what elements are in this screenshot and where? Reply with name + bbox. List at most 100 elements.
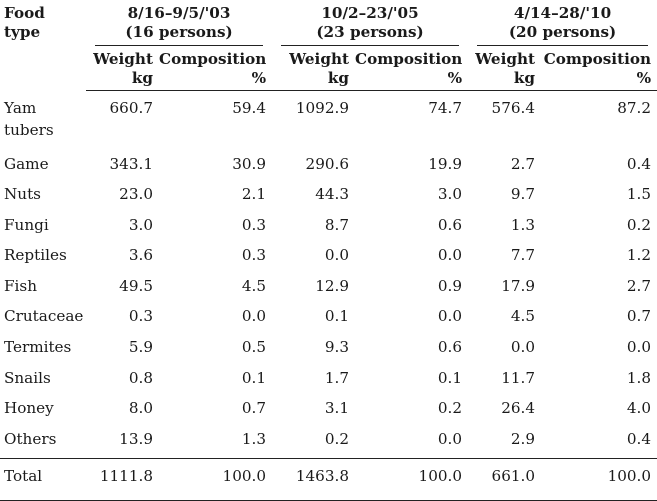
composition-cell: 0.6 — [437, 338, 463, 357]
composition-cell: 19.9 — [428, 154, 463, 173]
weight-cell: 3.1 — [324, 399, 350, 418]
weight-cell: 26.4 — [501, 399, 536, 418]
composition-cell: 0.3 — [241, 215, 267, 234]
composition-cell: 3.0 — [437, 185, 463, 204]
weight-cell: 0.0 — [324, 246, 350, 265]
table-row: Game 343.1 30.9 290.6 19.9 2.7 0.4 — [0, 153, 657, 184]
weight-cell: 2.9 — [510, 429, 536, 448]
period-persons: (23 persons) — [316, 23, 424, 41]
composition-cell: 0.6 — [437, 215, 463, 234]
weight-cell: 290.6 — [305, 154, 350, 173]
food-name-cell: Termites — [4, 338, 72, 357]
weight-cell: 3.0 — [128, 215, 153, 234]
weight-cell: 1463.8 — [272, 458, 353, 501]
food-name-cell: Others — [4, 429, 57, 448]
period-header-2003: 8/16–9/5/'03 (16 persons) — [86, 0, 272, 46]
period-dates: 4/14–28/'10 — [513, 4, 612, 22]
weight-cell: 7.7 — [510, 246, 536, 265]
weight-cell: 0.3 — [128, 307, 153, 326]
food-name-cell: Game — [4, 154, 49, 173]
table-row: Yam tubers 660.7 59.4 1092.9 74.7 576.4 87.2 — [0, 91, 657, 153]
period-header-row: Food type 8/16–9/5/'03 (16 persons) 10/2–… — [0, 0, 657, 46]
composition-cell: 1.2 — [626, 246, 652, 265]
weight-cell: 1111.8 — [86, 458, 156, 501]
food-name-cell: Snails — [4, 368, 51, 387]
period-persons: (20 persons) — [508, 23, 617, 41]
food-name-cell: Total — [0, 458, 86, 501]
table-row: Fungi 3.0 0.3 8.7 0.6 1.3 0.2 — [0, 214, 657, 245]
period-dates: 10/2–23/'05 — [321, 4, 419, 22]
weight-cell: 2.7 — [510, 154, 536, 173]
composition-cell: 0.0 — [437, 307, 463, 326]
period-persons: (16 persons) — [125, 23, 233, 41]
composition-cell: 0.0 — [437, 429, 463, 448]
composition-header: Composition% — [352, 46, 469, 91]
table-row: Reptiles 3.6 0.3 0.0 0.0 7.7 1.2 — [0, 244, 657, 275]
food-name-cell: Honey — [4, 399, 54, 418]
table-row: Crutaceae 0.3 0.0 0.1 0.0 4.5 0.7 — [0, 305, 657, 336]
composition-cell: 74.7 — [428, 99, 463, 117]
weight-cell: 0.1 — [324, 307, 350, 326]
weight-header: Weight kg — [272, 46, 353, 91]
composition-cell: 0.4 — [626, 429, 652, 448]
food-type-header: Food type — [4, 4, 45, 41]
composition-cell: 0.9 — [437, 276, 463, 295]
weight-cell: 4.5 — [510, 307, 536, 326]
composition-cell: 1.5 — [626, 185, 652, 204]
weight-cell: 661.0 — [468, 458, 539, 501]
weight-header: Weight kg — [468, 46, 539, 91]
composition-header: Composition% — [156, 46, 273, 91]
weight-cell: 13.9 — [119, 429, 153, 448]
table-row: Termites 5.9 0.5 9.3 0.6 0.0 0.0 — [0, 336, 657, 367]
weight-cell: 8.0 — [128, 399, 153, 418]
food-name-cell: Nuts — [4, 185, 41, 204]
composition-cell: 100.0 — [538, 458, 657, 501]
weight-cell: 12.9 — [315, 276, 350, 295]
weight-cell: 9.7 — [510, 185, 536, 204]
composition-cell: 0.2 — [437, 399, 463, 418]
composition-cell: 4.5 — [241, 276, 267, 295]
composition-cell: 0.7 — [626, 307, 652, 326]
composition-cell: 2.1 — [241, 185, 267, 204]
weight-cell: 1.3 — [510, 215, 536, 234]
composition-cell: 0.5 — [241, 338, 267, 357]
food-name-cell: Fish — [4, 276, 37, 295]
composition-cell: 0.0 — [626, 338, 652, 357]
composition-cell: 59.4 — [232, 99, 267, 117]
table-row: Nuts 23.0 2.1 44.3 3.0 9.7 1.5 — [0, 183, 657, 214]
weight-cell: 576.4 — [491, 99, 536, 117]
column-header-row: Weight kg Composition% Weight kg Compositi… — [0, 46, 657, 91]
composition-cell: 100.0 — [156, 458, 273, 501]
composition-cell: 0.7 — [241, 399, 267, 418]
weight-cell: 343.1 — [109, 154, 153, 173]
weight-cell: 5.9 — [128, 338, 153, 357]
composition-cell: 2.7 — [626, 276, 652, 295]
weight-cell: 660.7 — [109, 99, 153, 117]
table-row: Snails 0.8 0.1 1.7 0.1 11.7 1.8 — [0, 367, 657, 398]
composition-cell: 4.0 — [626, 399, 652, 418]
total-row: Total 1111.8 100.0 1463.8 100.0 661.0 100.0 — [0, 458, 657, 501]
weight-cell: 1.7 — [324, 368, 350, 387]
composition-cell: 1.8 — [626, 368, 652, 387]
composition-cell: 0.1 — [437, 368, 463, 387]
weight-cell: 1092.9 — [295, 99, 350, 117]
composition-cell: 30.9 — [232, 154, 267, 173]
food-name-cell: Fungi — [4, 215, 49, 234]
composition-cell: 100.0 — [352, 458, 469, 501]
composition-cell: 0.0 — [241, 307, 267, 326]
table-row: Honey 8.0 0.7 3.1 0.2 26.4 4.0 — [0, 397, 657, 428]
period-header-2005: 10/2–23/'05 (23 persons) — [272, 0, 468, 46]
period-header-2010: 4/14–28/'10 (20 persons) — [468, 0, 657, 46]
composition-cell: 0.4 — [626, 154, 652, 173]
weight-cell: 0.0 — [510, 338, 536, 357]
table-row: Fish 49.5 4.5 12.9 0.9 17.9 2.7 — [0, 275, 657, 306]
weight-cell: 44.3 — [315, 185, 350, 204]
table-body: Yam tubers 660.7 59.4 1092.9 74.7 576.4 87.2 Ga… — [0, 91, 657, 501]
food-name-cell: Yam tubers — [4, 98, 54, 139]
weight-cell: 3.6 — [128, 246, 153, 265]
food-name-cell: Reptiles — [4, 246, 67, 265]
weight-cell: 23.0 — [119, 185, 153, 204]
weight-cell: 9.3 — [324, 338, 350, 357]
